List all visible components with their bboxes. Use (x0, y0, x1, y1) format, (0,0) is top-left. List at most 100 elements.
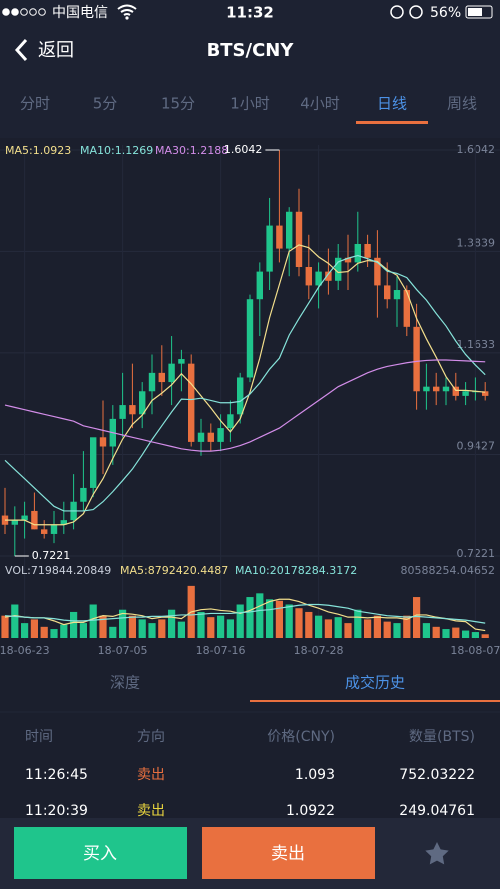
volume-bar (422, 623, 430, 638)
candle-body (207, 432, 214, 442)
table-header: 价格(CNY) (267, 729, 335, 745)
legend-entry: MA30:1.2188 (155, 144, 228, 157)
candle-body (393, 290, 401, 300)
candle-body (295, 211, 303, 267)
candle-body (266, 225, 273, 272)
legend-entry: MA10:1.1269 (80, 144, 153, 157)
candle-body (286, 211, 293, 249)
volume-bar (452, 627, 460, 638)
volume-bar (285, 604, 293, 638)
ma-line (4, 603, 486, 624)
volume-bar (305, 611, 313, 638)
candle-body (315, 271, 322, 286)
candle-body (129, 405, 136, 415)
volume-bar (99, 615, 107, 638)
buy-button[interactable] (14, 827, 187, 879)
min-annotation: 0.7221 (32, 549, 71, 562)
table-header: 数量(BTS) (409, 729, 475, 745)
volume-bar (148, 623, 156, 638)
volume-bar (295, 608, 303, 638)
candle-body (305, 266, 312, 286)
candle-body (335, 257, 342, 281)
period-tab[interactable]: 周线 (447, 95, 477, 113)
back-icon[interactable] (14, 38, 28, 62)
lower-tab[interactable]: 深度 (110, 674, 140, 692)
candle-body (31, 510, 38, 530)
period-tab[interactable]: 分时 (20, 95, 50, 113)
wifi-dot (125, 16, 129, 20)
table-cell: 卖出 (137, 767, 165, 783)
back-button[interactable]: 返回 (38, 40, 74, 61)
volume-bar (89, 604, 97, 638)
candle-body (374, 257, 381, 286)
candle-body (384, 285, 391, 300)
ma-line (4, 254, 486, 512)
volume-bar (383, 621, 391, 638)
lower-tab[interactable]: 成交历史 (345, 674, 405, 692)
volume-bar (462, 630, 470, 638)
candle-body (256, 271, 263, 300)
candle-body (364, 243, 371, 258)
volume-bar (432, 626, 440, 638)
lower-tab-underline (250, 700, 500, 702)
volume-bar (403, 615, 411, 638)
volume-tick-label: 80588254.04652 (401, 564, 495, 577)
signal (2, 8, 46, 16)
volume-bar (40, 626, 48, 638)
volume-bar (119, 609, 127, 638)
sell-button[interactable] (202, 827, 375, 879)
volume-legend: MA10:20178284.3172 (235, 564, 357, 577)
table-header: 方向 (137, 729, 165, 745)
table-cell: 卖出 (137, 803, 165, 819)
battery-level (468, 8, 482, 16)
candle-body (188, 363, 195, 442)
volume-label: VOL:719844.20849 (5, 564, 111, 577)
candle-body (158, 372, 165, 383)
candle-body (452, 386, 459, 396)
ma-line (4, 359, 486, 452)
candle-body (148, 372, 156, 392)
battery-text: 56% (430, 5, 461, 21)
candle-body (90, 437, 97, 488)
candle-body (50, 524, 58, 534)
candle-body (80, 487, 87, 502)
candle-body (139, 391, 146, 415)
alarm-icon (409, 5, 423, 19)
tab-underline (356, 121, 428, 124)
period-tab[interactable]: 5分 (93, 95, 118, 113)
period-tab[interactable]: 1小时 (230, 95, 270, 113)
volume-bar (364, 619, 372, 638)
volume-bar (158, 619, 166, 638)
period-tab[interactable]: 15分 (161, 95, 195, 113)
candle-body (41, 529, 48, 534)
pair-title: BTS/CNY (207, 40, 295, 61)
candle-body (354, 243, 361, 263)
battery (465, 5, 493, 19)
volume-bar (442, 629, 450, 638)
volume-bar (217, 615, 225, 638)
buy-label[interactable]: 买入 (83, 844, 117, 864)
volume-bar (354, 609, 362, 638)
header-bg (0, 0, 500, 138)
x-tick-label: 18-07-05 (98, 644, 148, 657)
volume-bar (177, 621, 185, 638)
period-tab[interactable]: 日线 (377, 95, 407, 113)
volume-bar (30, 619, 38, 638)
clock: 11:32 (226, 4, 274, 22)
table-cell: 1.0922 (286, 803, 335, 819)
favorite-star[interactable] (425, 842, 449, 865)
volume-bar (334, 617, 342, 638)
volume-legend: MA5:8792420.4487 (120, 564, 228, 577)
legend-entry: MA5:1.0923 (5, 144, 71, 157)
volume-bar (344, 623, 352, 638)
candle-body (21, 515, 28, 521)
volume-bar (324, 619, 332, 638)
sell-label[interactable]: 卖出 (271, 844, 305, 864)
candle-body (119, 405, 126, 419)
period-tab[interactable]: 4小时 (300, 95, 340, 113)
candle-body (99, 437, 107, 447)
volume-bar (236, 604, 244, 638)
volume-bar (256, 593, 264, 638)
volume-bar (197, 611, 205, 638)
candle-body (227, 414, 234, 429)
